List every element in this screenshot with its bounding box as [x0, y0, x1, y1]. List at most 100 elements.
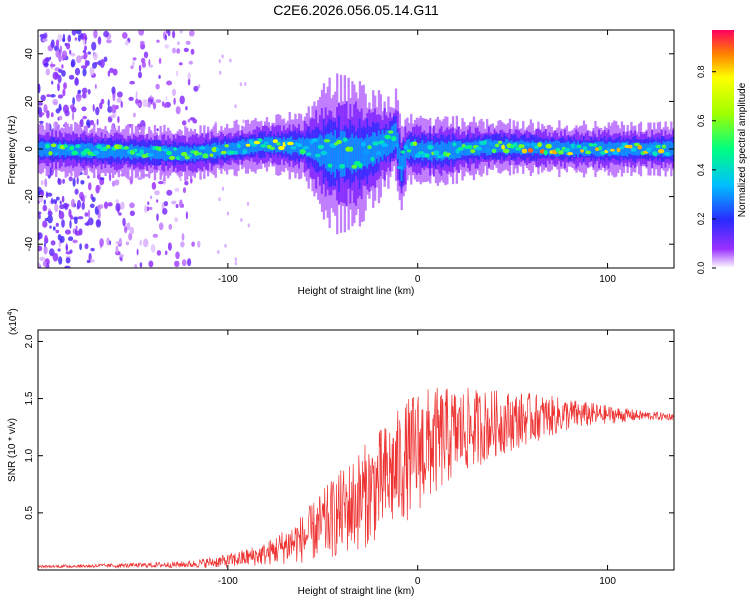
spectrogram-ytick-label: 40 [24, 48, 35, 60]
spectrogram-noise-cell [39, 120, 44, 124]
spectrogram-noise-cell [120, 201, 125, 210]
spectrogram-ridge-cell [174, 147, 177, 160]
spectrogram-noise-cell [234, 261, 237, 266]
spectrogram-noise-cell [217, 250, 220, 254]
spectrogram-peak-cell [598, 146, 603, 151]
spectrogram-noise-cell [175, 204, 179, 208]
spectrogram-noise-cell [174, 217, 179, 223]
spectrogram-peak-cell [384, 134, 392, 140]
spectrogram-ridge-cell [601, 141, 605, 157]
spectrogram-peak-cell [75, 144, 81, 149]
spectrogram-noise-cell [65, 257, 71, 264]
spectrogram-peak-cell [533, 145, 540, 149]
spectrogram-noise-cell [43, 246, 48, 255]
spectrogram-peak-cell [314, 153, 321, 158]
spectrogram-ytick-label: 0 [24, 146, 35, 152]
spectrogram-ridge-cell [571, 142, 574, 156]
spectrogram-peak-cell [147, 153, 154, 157]
spectrogram-peak-cell [202, 153, 209, 159]
spectrogram-ridge-cell [241, 139, 244, 156]
spectrogram-noise-cell [38, 213, 41, 220]
spectrogram-noise-cell [38, 245, 43, 252]
snr-series-line [38, 387, 674, 569]
spectrogram-noise-cell [139, 239, 142, 246]
spectrogram-noise-cell [82, 68, 87, 77]
spectrogram-ridge-cell [235, 142, 238, 154]
spectrogram-ridge-cell [624, 142, 627, 156]
spectrogram-noise-cell [58, 115, 63, 121]
spectrogram-noise-cell [137, 176, 143, 180]
spectrogram-peak-cell [311, 138, 318, 143]
spectrogram-noise-cell [89, 203, 95, 208]
snr-xtick-label: 0 [415, 576, 421, 587]
spectrogram-peak-cell [360, 142, 366, 147]
spectrogram-noise-cell [61, 195, 65, 203]
spectrogram-noise-cell [74, 37, 78, 41]
spectrogram-ridge-cell [550, 142, 553, 155]
spectrogram-noise-cell [179, 30, 183, 34]
spectrogram-ridge-cell [288, 137, 291, 154]
spectrogram-ridge-cell [404, 143, 407, 168]
spectrogram-noise-cell [172, 47, 176, 54]
spectrogram-peak-cell [662, 144, 667, 149]
spectrogram-noise-cell [76, 177, 79, 185]
spectrogram-ridge-cell [375, 136, 379, 159]
spectrogram-noise-cell [128, 232, 133, 241]
spectrogram-ridge-cell [419, 143, 422, 158]
spectrogram-noise-cell [40, 180, 44, 186]
spectrogram-ridge-cell [93, 145, 96, 156]
spectrogram-ridge-cell [176, 148, 179, 159]
spectrogram-peak-cell [491, 148, 497, 154]
spectrogram-ridge-cell [662, 141, 665, 157]
spectrogram-ridge-cell [653, 142, 656, 156]
spectrogram-ridge-cell [258, 139, 261, 151]
spectrogram-noise-cell [146, 206, 150, 212]
spectrogram-noise-cell [166, 189, 173, 196]
spectrogram-xtick-label: -100 [218, 274, 238, 285]
spectrogram-noise-cell [57, 234, 62, 241]
spectrogram-noise-cell [148, 59, 151, 67]
spectrogram-peak-cell [54, 152, 59, 156]
spectrogram-noise-cell [119, 254, 124, 258]
spectrogram-peak-cell [610, 148, 615, 152]
spectrogram-ridge-cell [336, 138, 339, 170]
spectrogram-noise-cell [229, 58, 232, 63]
spectrogram-noise-cell [193, 85, 199, 92]
spectrogram-noise-cell [124, 40, 129, 46]
colorbar-tick-label: 0.0 [696, 262, 706, 275]
spectrogram-noise-cell [156, 199, 159, 203]
spectrogram-noise-cell [62, 38, 66, 42]
spectrogram-noise-cell [55, 222, 59, 227]
spectrogram-peak-cell [168, 155, 176, 160]
spectrogram-noise-cell [63, 82, 67, 90]
spectrogram-peak-cell [403, 145, 409, 150]
spectrogram-noise-cell [64, 42, 68, 47]
spectrogram-ridge-cell [144, 147, 147, 158]
spectrogram-ridge-cell [636, 142, 639, 156]
spectrogram-noise-cell [115, 199, 119, 204]
spectrogram-ridge-cell [360, 137, 363, 170]
spectrogram-noise-cell [82, 115, 87, 120]
spectrogram-ridge-cell [431, 140, 434, 162]
spectrogram-ridge-cell [579, 144, 582, 154]
spectrogram-ridge-cell [159, 147, 162, 159]
spectrogram-ridge-cell [586, 142, 589, 156]
spectrogram-noise-cell [79, 191, 84, 200]
spectrogram-noise-cell [88, 182, 92, 191]
spectrogram-noise-cell [64, 229, 71, 235]
spectrogram-peak-cell [162, 148, 170, 152]
spectrogram-noise-cell [185, 211, 188, 220]
colorbar-tick-label: 0.2 [696, 213, 706, 226]
spectrogram-ridge-cell [544, 140, 548, 156]
spectrogram-peak-cell [71, 150, 79, 156]
spectrogram-ridge-cell [343, 131, 346, 177]
spectrogram-noise-cell [92, 104, 95, 112]
spectrogram-ridge-cell [290, 136, 293, 156]
spectrogram-ridge-cell [163, 145, 166, 161]
spectrogram-ridge-cell [301, 137, 305, 156]
spectrogram-ridge-cell [613, 143, 616, 155]
spectrogram-ridge-cell [440, 140, 443, 162]
spectrogram-ridge-cell [47, 142, 50, 157]
spectrogram-peak-cell [664, 151, 671, 156]
spectrogram-ridge-cell [76, 145, 79, 156]
